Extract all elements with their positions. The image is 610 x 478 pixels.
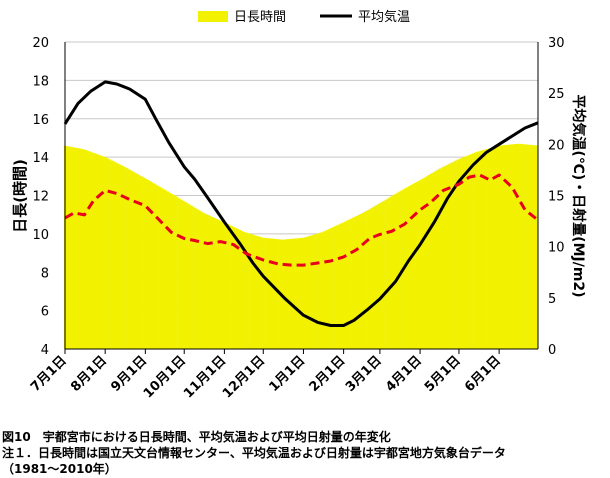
temperature-line (63, 80, 539, 327)
y-tick-label-left: 20 (32, 36, 49, 51)
figure-caption: 図10 宇都宮市における日長時間、平均気温および平均日射量の年変化 (2, 430, 391, 444)
y-tick-label-right: 5 (548, 292, 556, 307)
y-tick-label-right: 20 (548, 138, 565, 153)
y-tick-label-right: 25 (548, 87, 565, 102)
y-tick-label-left: 18 (32, 74, 49, 89)
y-tick-label-left: 4 (41, 343, 49, 358)
y-tick-label-left: 8 (41, 266, 49, 281)
y-tick-label-left: 12 (32, 190, 49, 205)
x-tick-label: 6月1日 (462, 353, 504, 395)
x-tick-label: 2月1日 (307, 353, 349, 395)
y-tick-label-left: 16 (32, 113, 49, 128)
figure-note-period: （1981～2010年） (2, 462, 117, 476)
y-tick-label-right: 0 (548, 343, 556, 358)
x-tick-label: 7月1日 (28, 353, 70, 395)
y-tick-label-left: 6 (41, 305, 49, 320)
y-tick-label-right: 30 (548, 36, 565, 51)
figure-note: 注１．日長時間は国立天文台情報センター、平均気温および日射量は宇都宮地方気象台デ… (2, 446, 506, 460)
x-tick-label: 12月1日 (220, 353, 268, 401)
x-tick-label: 3月1日 (343, 353, 385, 395)
x-tick-label: 1月1日 (266, 353, 308, 395)
legend-daylength-swatch (198, 11, 228, 22)
y-tick-label-right: 15 (548, 190, 565, 205)
y-tick-label-right: 10 (548, 241, 565, 256)
x-tick-label: 4月1日 (383, 353, 425, 395)
legend-temperature-label: 平均気温 (358, 9, 410, 25)
y-axis-right-title: 平均気温(℃)・日射量(MJ/m2) (570, 94, 587, 297)
legend: 日長時間 平均気温 (198, 9, 410, 25)
y-tick-label-left: 10 (32, 228, 49, 243)
daylength-area-layer (63, 143, 539, 349)
x-tick-label: 8月1日 (68, 353, 110, 395)
x-tick-label: 5月1日 (422, 353, 464, 395)
legend-daylength-label: 日長時間 (234, 10, 286, 25)
lines-layer (63, 80, 539, 327)
radiation-line (64, 173, 539, 267)
y-axis-left-title: 日長(時間) (11, 159, 29, 233)
y-tick-label-left: 14 (32, 151, 49, 166)
x-tick-label: 10月1日 (141, 353, 189, 401)
